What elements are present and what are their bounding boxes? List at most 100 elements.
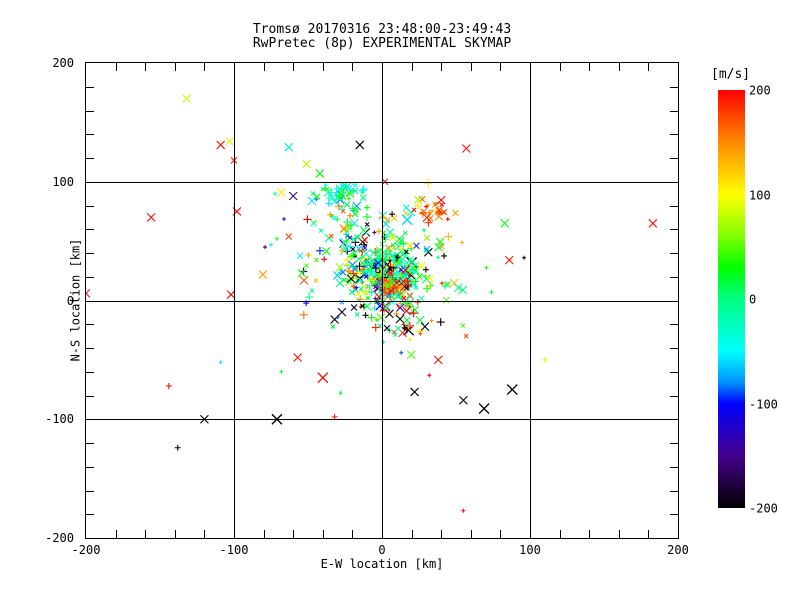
minor-tick [86,490,94,492]
minor-tick [174,530,176,538]
scatter-point [226,290,236,299]
scatter-point [362,245,368,251]
scatter-point [404,278,411,285]
scatter-point [406,292,414,299]
scatter-point [425,274,435,284]
scatter-point [390,242,396,248]
minor-tick [670,276,678,278]
scatter-point [304,263,309,268]
scatter-point [489,290,494,295]
scatter-point [405,268,415,277]
scatter-point [522,255,527,260]
colorbar-tick-label: 0 [749,292,757,307]
scatter-point [383,255,388,260]
scatter-point [372,261,377,266]
scatter-point [391,246,396,251]
scatter-point [315,169,325,178]
minor-tick [670,348,678,349]
scatter-point [371,305,378,312]
scatter-point [375,263,385,273]
scatter-point [433,355,443,365]
scatter-point [338,203,345,211]
scatter-point [372,230,377,235]
scatter-point [282,217,287,222]
scatter-point [416,273,424,280]
scatter-point [435,206,443,214]
minor-tick [500,63,502,71]
scatter-point [500,218,510,228]
scatter-point [320,186,326,192]
scatter-point [384,265,389,270]
minor-tick [648,530,650,538]
scatter-point [405,322,414,331]
scatter-point [333,271,342,280]
minor-tick [648,63,650,71]
scatter-point [363,259,372,268]
scatter-point [424,204,429,209]
scatter-point [409,309,418,318]
scatter-point [86,288,91,298]
scatter-point [435,211,442,218]
minor-tick [86,158,94,159]
minor-tick [589,63,591,71]
scatter-point [394,325,402,332]
minor-tick [86,253,94,254]
scatter-point [360,303,365,309]
scatter-point [369,279,374,284]
y-tick-label: -200 [45,531,74,545]
scatter-point [218,360,223,365]
scatter-point [406,350,416,360]
scatter-point [434,242,443,252]
minor-tick [204,530,206,538]
scatter-point [225,136,234,146]
minor-tick [322,530,324,538]
minor-tick [86,395,94,397]
scatter-point [410,387,419,397]
minor-tick [500,530,502,538]
scatter-point [349,251,358,260]
grid-line-horizontal [86,300,678,302]
scatter-point [375,228,382,235]
scatter-point [216,140,226,150]
scatter-point [402,230,408,236]
minor-tick [670,134,678,136]
scatter-point [355,140,365,150]
scatter-point [395,314,405,324]
minor-tick [263,63,265,71]
scatter-point [391,263,396,268]
scatter-point [387,277,397,286]
minor-tick [670,324,678,326]
scatter-point [372,276,378,282]
minor-tick [293,530,295,538]
scatter-point [315,246,324,255]
scatter-point [376,253,382,259]
minor-tick [670,395,678,397]
scatter-point [429,318,434,323]
scatter-point [350,187,357,194]
scatter-point [541,356,548,363]
scatter-point [415,315,425,325]
scatter-point [401,295,407,301]
scatter-point [344,233,350,239]
scatter-point [410,305,420,315]
scatter-point [350,218,359,228]
scatter-point [389,211,396,218]
x-tick-label: -100 [219,543,249,557]
scatter-point [364,221,370,227]
scatter-point [404,249,409,255]
scatter-point [400,265,410,275]
x-tick-label: 200 [667,543,689,557]
y-tick-label: 100 [52,174,74,189]
scatter-point [343,256,352,265]
scatter-point [296,252,304,260]
minor-tick [441,530,443,538]
scatter-point [422,274,431,284]
minor-tick [670,86,678,88]
scatter-point [378,257,386,265]
x-tick-label: 0 [378,543,386,557]
scatter-point [411,277,420,286]
scatter-point [397,270,402,275]
scatter-point [387,269,394,277]
scatter-point [403,316,411,324]
